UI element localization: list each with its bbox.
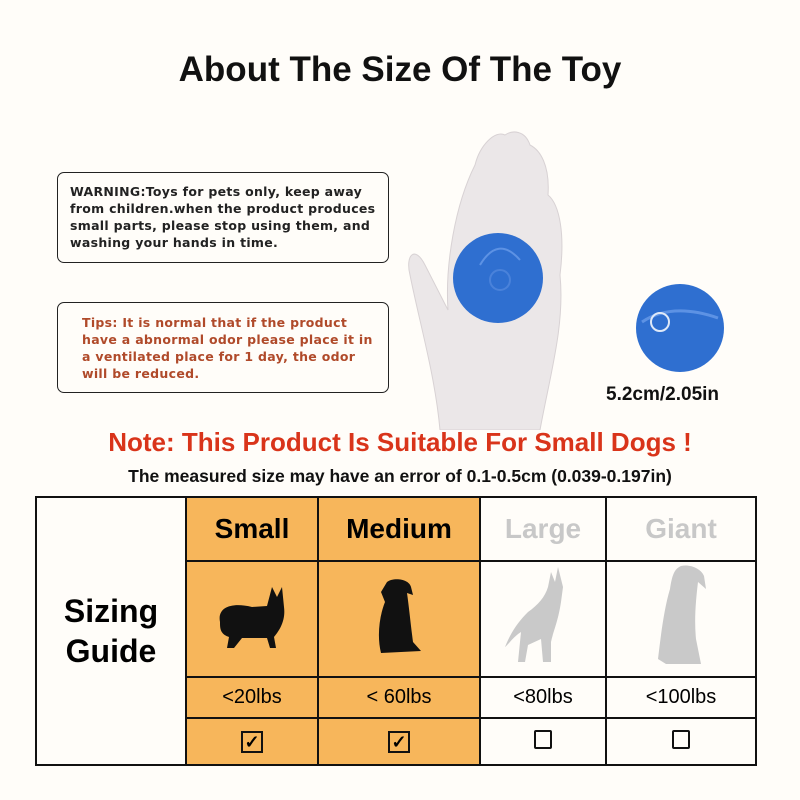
sizing-guide-label: Sizing Guide (35, 496, 187, 766)
empty-box-icon (534, 729, 552, 749)
ball-size-label: 5.2cm/2.05in (606, 384, 720, 405)
hand-holding-ball-image (408, 131, 563, 430)
small-checkbox: ✓ (185, 717, 319, 766)
tips-box: Tips: It is normal that if the product h… (57, 302, 389, 393)
label-line: Sizing (63, 593, 159, 629)
label-line: Guide (65, 633, 157, 669)
page-title: About The Size Of The Toy (178, 50, 622, 89)
small-weight: <20lbs (185, 676, 319, 719)
checked-box-icon: ✓ (241, 730, 263, 753)
size-medium-header: Medium (317, 496, 481, 562)
empty-box-icon (672, 729, 690, 749)
checked-box-icon: ✓ (388, 730, 410, 753)
corgi-silhouette-icon (185, 560, 319, 678)
sitting-dog-silhouette-icon (317, 560, 481, 678)
large-checkbox (479, 717, 607, 766)
size-large-header: Large (479, 496, 607, 562)
measurement-note: The measured size may have an error of 0… (128, 466, 672, 486)
large-dog-silhouette-icon (605, 560, 757, 678)
shepherd-dog-silhouette-icon (479, 560, 607, 678)
large-weight: <80lbs (479, 676, 607, 719)
giant-weight: <100lbs (605, 676, 757, 719)
sizing-guide-table: Sizing Guide Small Medium Large Giant <2… (35, 496, 757, 766)
giant-checkbox (605, 717, 757, 766)
size-small-header: Small (185, 496, 319, 562)
size-giant-header: Giant (605, 496, 757, 562)
ball-icon (636, 284, 724, 372)
medium-weight: < 60lbs (317, 676, 481, 719)
medium-checkbox: ✓ (317, 717, 481, 766)
ball-in-hand-icon (453, 233, 543, 323)
warning-box: WARNING:Toys for pets only, keep away fr… (57, 172, 389, 263)
suitability-note: Note: This Product Is Suitable For Small… (108, 427, 692, 457)
